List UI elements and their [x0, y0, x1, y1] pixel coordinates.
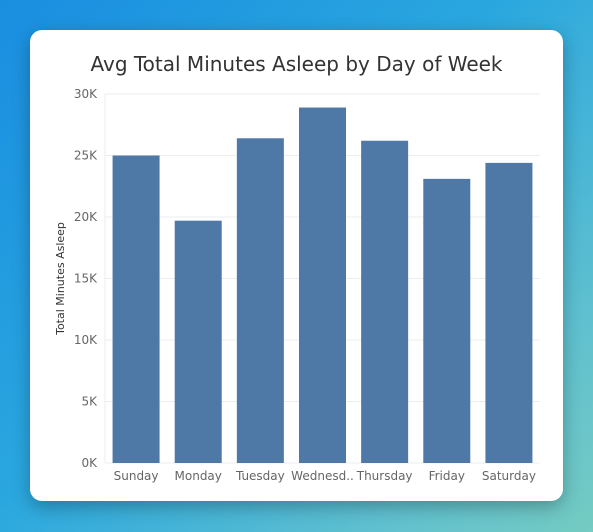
bar-saturday[interactable]	[485, 162, 533, 463]
y-tick-label: 5K	[81, 395, 98, 409]
bar-thursday[interactable]	[361, 140, 409, 463]
x-axis-ticks: Sunday Monday Tuesday Wednesd.. Thursday Frid…	[114, 469, 536, 483]
bar-tuesday[interactable]	[236, 138, 284, 463]
y-axis-title: Total Minutes Asleep	[54, 222, 67, 336]
bar-sunday[interactable]	[112, 155, 160, 464]
y-tick-label: 15K	[74, 272, 98, 286]
y-tick-label: 20K	[74, 210, 98, 224]
y-tick-label: 10K	[74, 333, 98, 347]
bar-friday[interactable]	[423, 178, 471, 463]
x-tick-label: Thursday	[356, 469, 413, 483]
chart-title: Avg Total Minutes Asleep by Day of Week	[90, 52, 503, 76]
y-axis-ticks: 0K 5K 10K 15K 20K 25K 30K	[74, 87, 98, 470]
bars	[112, 107, 533, 464]
y-tick-label: 25K	[74, 149, 98, 163]
bar-monday[interactable]	[174, 220, 222, 463]
y-tick-label: 0K	[81, 456, 98, 470]
x-tick-label: Friday	[429, 469, 465, 483]
x-tick-label: Saturday	[482, 469, 536, 483]
x-tick-label: Wednesd..	[291, 469, 354, 483]
bar-wednesd[interactable]	[299, 107, 346, 463]
bar-chart: 0K 5K 10K 15K 20K 25K 30K Sunday Monday Tuesday W…	[54, 87, 540, 483]
y-tick-label: 30K	[74, 87, 98, 101]
x-tick-label: Monday	[175, 469, 222, 483]
chart-card: Avg Total Minutes Asleep by Day of Week …	[30, 30, 563, 501]
x-tick-label: Tuesday	[235, 469, 285, 483]
x-tick-label: Sunday	[114, 469, 159, 483]
